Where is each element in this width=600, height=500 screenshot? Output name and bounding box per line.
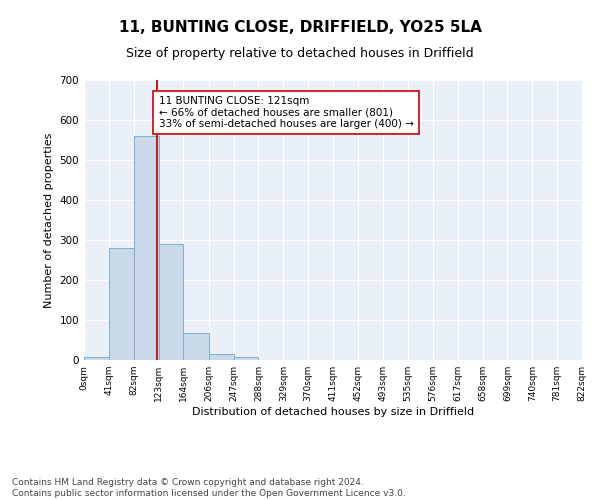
Bar [184, 333, 209, 360]
Text: 11, BUNTING CLOSE, DRIFFIELD, YO25 5LA: 11, BUNTING CLOSE, DRIFFIELD, YO25 5LA [119, 20, 481, 35]
Y-axis label: Number of detached properties: Number of detached properties [44, 132, 54, 308]
Text: Size of property relative to detached houses in Driffield: Size of property relative to detached ho… [126, 48, 474, 60]
Bar [109, 248, 134, 360]
Bar [84, 357, 109, 360]
Bar [209, 354, 233, 360]
Bar [134, 136, 158, 360]
Text: Contains HM Land Registry data © Crown copyright and database right 2024.
Contai: Contains HM Land Registry data © Crown c… [12, 478, 406, 498]
Bar [158, 244, 184, 360]
X-axis label: Distribution of detached houses by size in Driffield: Distribution of detached houses by size … [192, 407, 474, 417]
Bar [233, 357, 259, 360]
Text: 11 BUNTING CLOSE: 121sqm
← 66% of detached houses are smaller (801)
33% of semi-: 11 BUNTING CLOSE: 121sqm ← 66% of detach… [158, 96, 413, 129]
